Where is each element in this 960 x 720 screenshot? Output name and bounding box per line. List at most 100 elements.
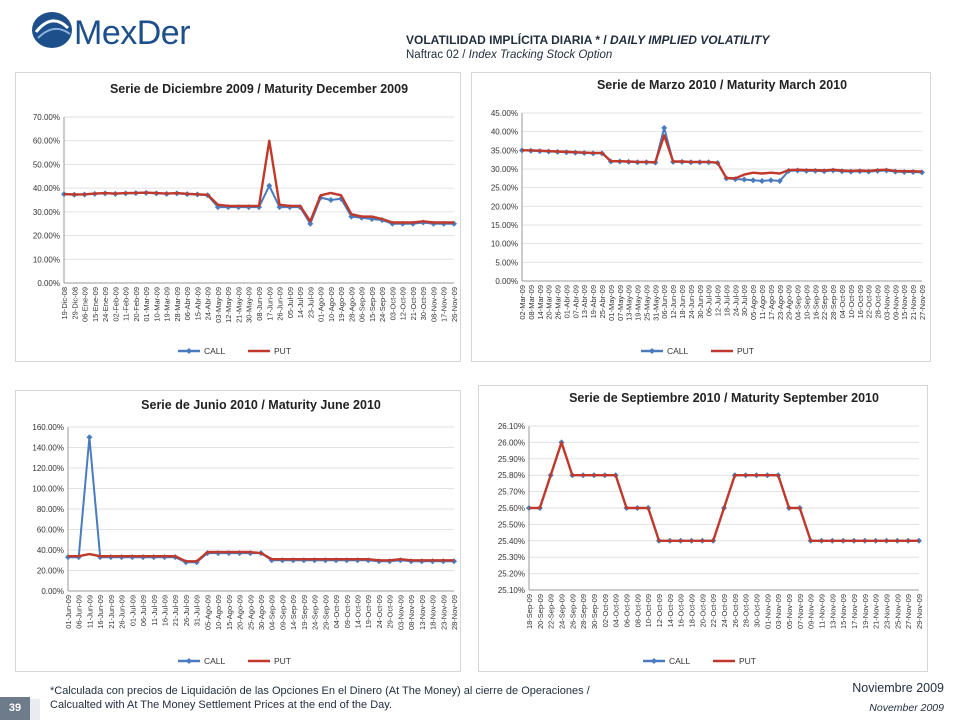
x-tick-label: 16-Jun-09 [96,595,105,629]
footnote: *Calculada con precios de Liquidación de… [50,684,590,712]
chart-september-2010-svg: Serie de Septiembre 2010 / Maturity Sept… [498,391,924,666]
x-tick-label: 17-Jun-09 [265,287,274,321]
x-tick-label: 02-Feb-09 [111,287,120,322]
legend-label: PUT [274,656,291,666]
y-tick-label: 20.00% [491,202,518,211]
logo-globe-icon [32,12,72,48]
chart-june-2010: Serie de Junio 2010 / Maturity June 2010… [15,390,461,672]
y-tick-label: 60.00% [37,526,64,535]
x-tick-label: 24-Abr-09 [204,287,213,320]
chart-title: Serie de Diciembre 2009 / Maturity Decem… [110,82,408,96]
y-tick-label: 26.00% [498,438,525,447]
x-tick-label: 29-Ago-09 [785,285,794,320]
x-tick-label: 28-Mar-09 [173,287,182,322]
report-subtitle-es: Naftrac 02 / [406,49,469,61]
y-tick-label: 15.00% [491,221,518,230]
y-tick-label: 100.00% [32,485,64,494]
x-tick-label: 25-Nov-09 [893,594,902,629]
x-tick-label: 06-Oct-09 [623,594,632,627]
x-tick-label: 12-Jun-09 [669,285,678,319]
x-tick-label: 28-Oct-09 [742,594,751,627]
report-title-en: DAILY IMPLIED VOLATILITY [610,33,770,47]
x-tick-label: 24-Sep-09 [311,595,320,630]
y-tick-label: 25.90% [498,455,525,464]
x-tick-label: 28-Nov-09 [450,595,459,630]
x-tick-label: 15-Abr-09 [193,287,202,320]
x-tick-label: 13-May-09 [625,285,634,321]
x-tick-label: 03-Nov-09 [882,285,891,320]
y-tick-label: 35.00% [491,146,518,155]
chart-september-2010: Serie de Septiembre 2010 / Maturity Sept… [478,385,928,672]
x-tick-label: 03-Oct-09 [388,287,397,320]
x-tick-label: 27-Nov-09 [918,285,927,320]
chart-december-2009: Serie de Diciembre 2009 / Maturity Decem… [15,72,461,362]
chart-june-2010-svg: Serie de Junio 2010 / Maturity June 2010… [32,398,459,666]
x-tick-label: 16-Oct-09 [677,594,686,627]
x-tick-label: 17-Nov-09 [850,594,859,629]
x-tick-label: 19-Abr-09 [589,285,598,318]
call-point [661,124,668,131]
x-tick-label: 30-Sep-09 [590,594,599,629]
y-tick-label: 10.00% [491,240,518,249]
x-tick-label: 04-Sep-09 [794,285,803,320]
call-point [750,177,757,184]
y-tick-label: 80.00% [37,505,64,514]
x-tick-label: 15-Nov-09 [839,594,848,629]
x-tick-label: 24-Ene-09 [101,287,110,322]
call-point [61,191,67,198]
x-tick-label: 08-Jun-09 [255,287,264,321]
x-tick-label: 19-Dic-08 [60,287,69,320]
x-tick-label: 20-Mar-09 [545,285,554,320]
legend-label: CALL [204,346,226,356]
y-tick-label: 30.00% [491,165,518,174]
x-tick-label: 12-Jul-09 [714,285,723,316]
x-tick-label: 30-Oct-09 [753,594,762,627]
call-point [327,197,334,203]
x-tick-label: 06-Sep-09 [358,287,367,322]
x-tick-label: 29-Sep-09 [321,595,330,630]
x-tick-label: 25-Abr-09 [598,285,607,318]
x-tick-label: 14-Jul-09 [296,287,305,318]
x-tick-label: 09-Nov-09 [891,285,900,320]
legend-marker-call [186,658,192,664]
x-tick-label: 19-Mar-09 [163,287,172,322]
x-tick-label: 28-Sep-09 [579,594,588,629]
y-tick-label: 40.00% [33,184,60,193]
call-point [266,182,273,189]
x-tick-label: 06-Jun-09 [660,285,669,319]
series-line-put [529,441,919,543]
x-tick-label: 24-Jun-09 [687,285,696,319]
x-tick-label: 11-Ago-09 [758,285,767,319]
x-tick-label: 18-Sep-09 [525,594,534,629]
x-tick-label: 19-May-09 [634,285,643,321]
x-tick-label: 19-Ago-09 [337,287,346,322]
x-tick-label: 16-Sep-09 [811,285,820,320]
y-tick-label: 5.00% [495,258,518,267]
x-tick-label: 10-Sep-09 [802,285,811,320]
x-tick-label: 02-Mar-09 [518,285,527,320]
x-tick-label: 10-Ago-09 [327,287,336,322]
x-tick-label: 07-May-09 [616,285,625,321]
y-tick-label: 60.00% [33,137,60,146]
x-tick-label: 24-Jul-09 [731,285,740,316]
footnote-line-en: Calcualted with At The Money Settlement … [50,699,392,711]
y-tick-label: 26.10% [498,422,525,431]
y-tick-label: 0.00% [495,277,518,286]
x-tick-label: 26-Jun-09 [276,287,285,321]
x-tick-label: 17-Ago-09 [767,285,776,320]
call-point [741,176,748,183]
x-tick-label: 11-Nov-09 [818,594,827,628]
x-tick-label: 30-Jul-09 [740,285,749,316]
x-tick-label: 03-Nov-09 [396,595,405,630]
x-tick-label: 01-Ago-09 [317,287,326,322]
x-tick-label: 28-Oct-09 [874,285,883,318]
y-tick-label: 40.00% [37,546,64,555]
y-tick-label: 25.00% [491,184,518,193]
x-tick-label: 11-Jul-09 [150,595,159,626]
x-tick-label: 26-Nov-09 [450,287,459,322]
x-tick-label: 05-Jul-09 [286,287,295,318]
x-tick-label: 21-Jun-09 [107,595,116,629]
x-tick-label: 10-Mar-09 [152,287,161,322]
x-tick-label: 17-Nov-09 [440,287,449,322]
x-tick-label: 06-Ene-09 [81,287,90,322]
